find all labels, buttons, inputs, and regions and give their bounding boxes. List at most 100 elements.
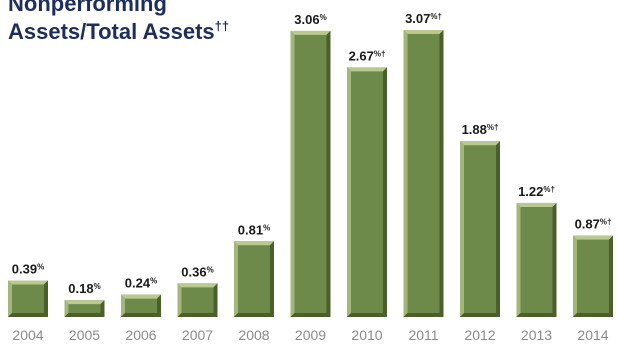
value-label-number-2007: 0.36 (181, 264, 206, 279)
bar-bevel-bottom-2009 (290, 313, 331, 317)
bar-bevel-right-2004 (44, 280, 48, 317)
bar-bevel-top-2008 (234, 241, 274, 246)
x-tick-label-2007: 2007 (182, 327, 213, 343)
bar-2006: 0.24% 2006 (121, 276, 161, 343)
bar-bevel-left-2013 (516, 202, 521, 317)
x-tick-label-2014: 2014 (577, 327, 608, 343)
value-label-suffix-2007: % (207, 265, 214, 274)
bar-bevel-bottom-2008 (234, 313, 274, 317)
bar-bevel-right-2012 (496, 141, 500, 317)
value-label-2011: 3.07%† (405, 11, 442, 26)
value-label-number-2011: 3.07 (405, 11, 430, 26)
value-label-suffix-2014: %† (600, 218, 612, 227)
x-tick-label-2005: 2005 (69, 327, 100, 343)
chart-title: Nonperforming Assets/Total Assets†† (8, 0, 229, 46)
bar-bevel-left-2006 (121, 294, 125, 317)
bar-bevel-bottom-2014 (573, 313, 613, 317)
value-label-2007: 0.36% (181, 264, 213, 279)
bar-bevel-bottom-2006 (121, 313, 161, 317)
value-label-suffix-2009: % (320, 13, 327, 22)
value-label-2012: 1.88%† (462, 122, 499, 137)
chart-title-line-2-text: Assets/Total Assets (8, 19, 215, 44)
value-label-2009: 3.06% (294, 12, 326, 27)
value-label-suffix-2010: %† (374, 49, 386, 58)
value-label-number-2013: 1.22 (518, 184, 543, 199)
x-tick-label-2004: 2004 (12, 327, 43, 343)
value-label-2010: 2.67%† (349, 48, 386, 63)
x-tick-label-2006: 2006 (125, 327, 156, 343)
bar-body-2007 (177, 283, 218, 317)
bar-2009: 3.06% 2009 (290, 12, 331, 343)
bar-bevel-top-2005 (64, 300, 105, 305)
x-tick-label-2011: 2011 (408, 327, 438, 343)
value-label-2006: 0.24% (125, 276, 157, 291)
bar-body-2012 (460, 141, 500, 317)
bar-body-2011 (403, 30, 444, 317)
bar-bevel-left-2005 (64, 300, 69, 317)
bar-bevel-right-2007 (213, 283, 218, 317)
bar-bevel-right-2013 (552, 202, 557, 317)
x-tick-label-2009: 2009 (295, 327, 326, 343)
value-label-number-2006: 0.24 (125, 276, 151, 291)
x-tick-label-2012: 2012 (464, 327, 495, 343)
value-label-suffix-2006: % (150, 277, 157, 286)
chart-title-marker: †† (214, 18, 230, 34)
value-label-suffix-2012: %† (487, 123, 499, 132)
bar-bevel-left-2012 (460, 141, 464, 317)
bar-bevel-top-2012 (460, 141, 500, 146)
bar-2005: 0.18% 2005 (64, 281, 105, 343)
bar-bevel-top-2010 (347, 67, 387, 72)
bar-bevel-left-2009 (290, 30, 295, 318)
x-tick-label-2008: 2008 (238, 327, 269, 343)
bar-bevel-top-2009 (290, 30, 331, 35)
bar-bevel-left-2007 (177, 283, 182, 317)
bar-bevel-bottom-2013 (516, 313, 557, 317)
value-label-number-2005: 0.18 (68, 281, 93, 296)
value-label-suffix-2005: % (94, 282, 101, 291)
bar-bevel-right-2010 (383, 67, 387, 317)
value-label-2013: 1.22%† (518, 184, 555, 199)
bar-bevel-top-2004 (8, 280, 48, 285)
bar-bevel-right-2005 (100, 300, 105, 317)
value-label-suffix-2004: % (37, 263, 44, 272)
value-label-2005: 0.18% (68, 281, 100, 296)
bar-bevel-right-2006 (157, 294, 161, 317)
value-label-suffix-2013: %† (543, 185, 555, 194)
bar-bevel-left-2010 (347, 67, 351, 317)
value-label-2004: 0.39% (12, 262, 44, 277)
bar-bevel-bottom-2010 (347, 313, 387, 317)
value-label-suffix-2011: %† (430, 12, 442, 21)
bar-body-2005 (64, 300, 105, 317)
value-label-number-2004: 0.39 (12, 262, 37, 277)
bar-bevel-bottom-2011 (403, 313, 444, 317)
bar-bevel-bottom-2007 (177, 313, 218, 317)
bar-bevel-bottom-2012 (460, 313, 500, 317)
bar-bevel-top-2014 (573, 235, 613, 240)
bar-bevel-top-2006 (121, 294, 161, 299)
bar-body-2004 (8, 280, 48, 317)
bar-2011: 3.07%† 2011 (403, 11, 444, 343)
chart-title-line-1: Nonperforming (8, 0, 167, 16)
bar-bevel-left-2014 (573, 235, 577, 317)
value-label-number-2008: 0.81 (238, 222, 263, 237)
bar-2013: 1.22%† 2013 (516, 184, 557, 343)
bar-bevel-right-2014 (609, 235, 613, 317)
bar-bevel-left-2011 (403, 30, 408, 317)
value-label-number-2009: 3.06 (294, 12, 319, 27)
bar-bevel-left-2004 (8, 280, 12, 317)
x-tick-label-2010: 2010 (351, 327, 382, 343)
bar-bevel-top-2013 (516, 202, 557, 207)
bar-bevel-top-2011 (403, 30, 444, 34)
bar-2010: 2.67%† 2010 (347, 48, 387, 343)
bar-2012: 1.88%† 2012 (460, 122, 500, 343)
bar-bevel-top-2007 (177, 283, 218, 288)
bar-2008: 0.81% 2008 (234, 222, 274, 343)
bar-bevel-right-2011 (439, 30, 444, 317)
value-label-number-2014: 0.87 (575, 217, 600, 232)
bar-body-2009 (290, 30, 331, 318)
bar-2014: 0.87%† 2014 (573, 217, 613, 343)
bar-2007: 0.36% 2007 (177, 264, 218, 343)
bar-body-2013 (516, 202, 557, 317)
bar-bevel-bottom-2004 (8, 313, 48, 317)
